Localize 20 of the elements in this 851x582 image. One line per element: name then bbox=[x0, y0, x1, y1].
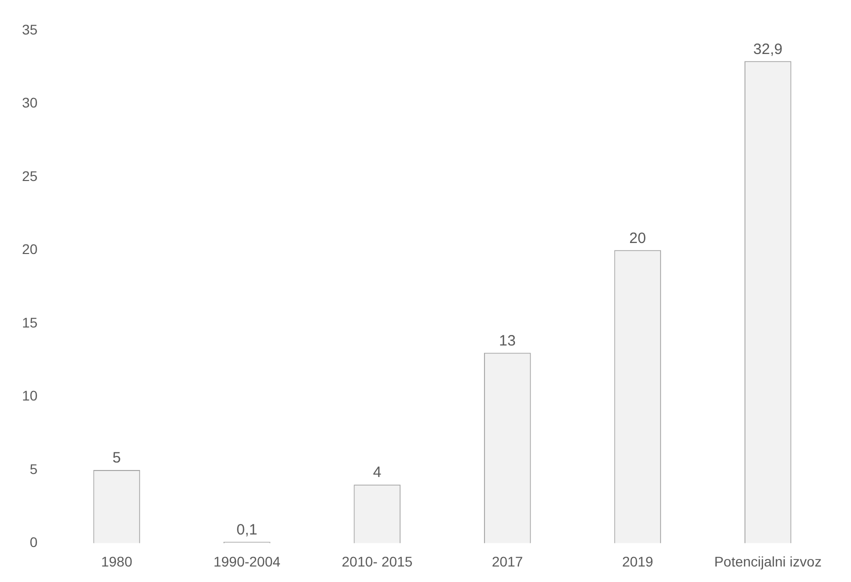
y-tick-label: 20 bbox=[22, 241, 38, 258]
data-label: 5 bbox=[112, 450, 121, 467]
data-label: 13 bbox=[499, 332, 516, 350]
y-tick-label: 0 bbox=[30, 534, 38, 550]
x-tick-label: 2019 bbox=[622, 553, 654, 570]
y-tick-label: 30 bbox=[22, 94, 38, 111]
data-label: 4 bbox=[372, 464, 382, 482]
y-tick-label: 15 bbox=[22, 314, 38, 330]
data-label: 32,9 bbox=[753, 40, 782, 58]
y-tick-label: 10 bbox=[22, 388, 38, 404]
x-tick-label: Potencijalni izvoz bbox=[714, 553, 822, 570]
data-label: 0,1 bbox=[236, 521, 258, 538]
y-tick-label: 35 bbox=[22, 21, 38, 38]
x-tick-label: 1990-2004 bbox=[213, 553, 281, 570]
y-tick-label: 5 bbox=[30, 460, 38, 477]
x-tick-label: 2010- 2015 bbox=[342, 553, 413, 570]
data-label: 20 bbox=[629, 230, 646, 247]
y-tick-label: 25 bbox=[22, 168, 38, 184]
x-tick-label: 1980 bbox=[101, 553, 132, 570]
x-tick-label: 2017 bbox=[492, 553, 524, 570]
